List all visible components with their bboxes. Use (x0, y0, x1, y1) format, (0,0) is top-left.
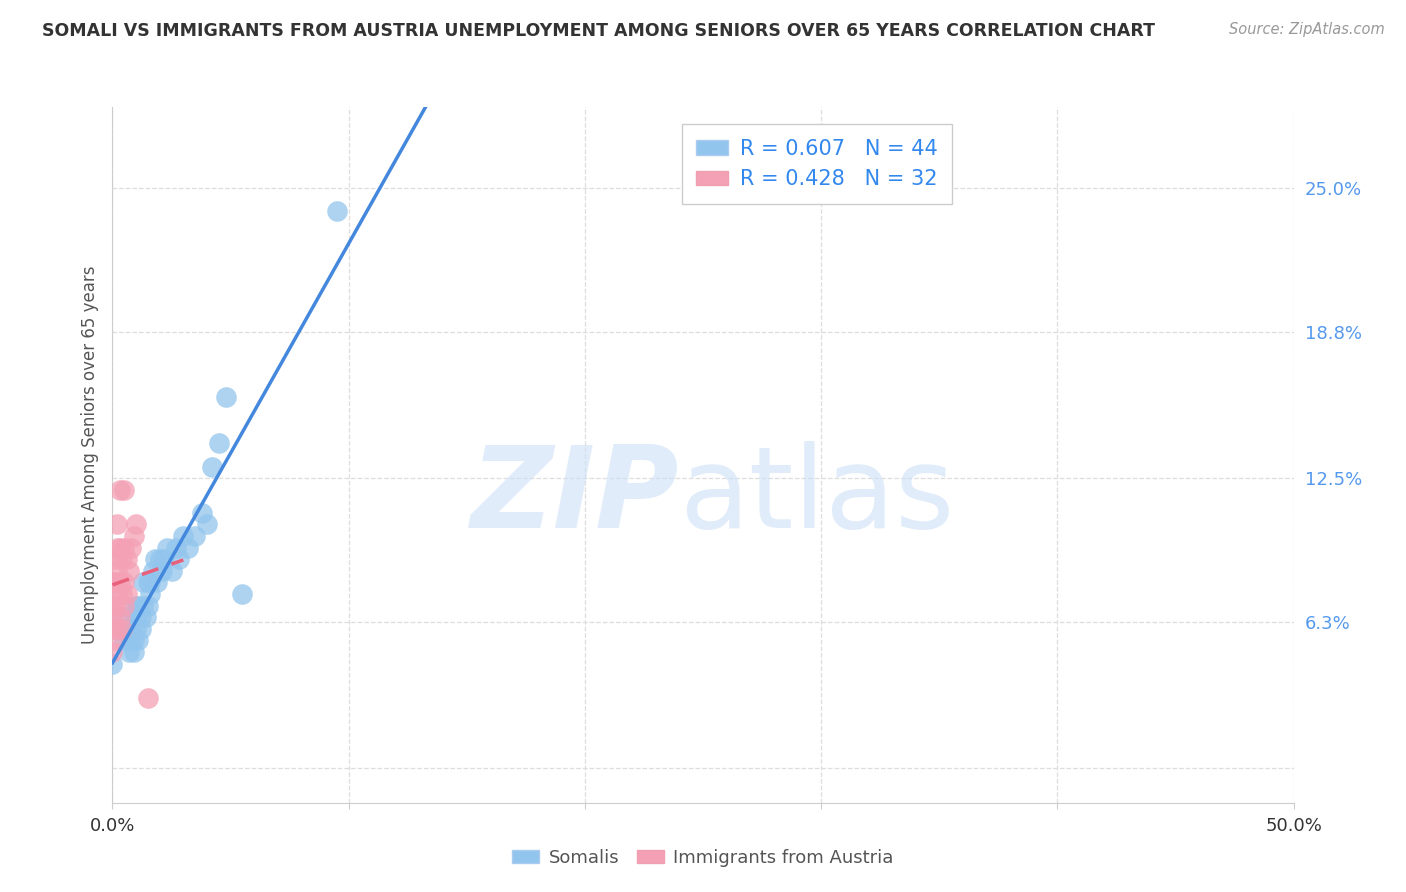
Point (108, 575, 131, 590)
Point (136, 691, 159, 706)
Point (108, 541, 131, 555)
Y-axis label: Unemployment Among Seniors over 65 years: Unemployment Among Seniors over 65 years (80, 266, 98, 644)
Point (120, 622, 142, 636)
Point (104, 599, 127, 613)
Point (112, 483, 135, 497)
Text: atlas: atlas (679, 442, 955, 552)
Point (105, 587, 128, 601)
Point (105, 622, 128, 636)
Point (104, 552, 127, 566)
Point (125, 517, 148, 532)
Legend: Somalis, Immigrants from Austria: Somalis, Immigrants from Austria (505, 842, 901, 874)
Point (105, 564, 128, 578)
Point (112, 610, 135, 624)
Point (104, 575, 127, 590)
Point (139, 575, 162, 590)
Point (112, 622, 135, 636)
Point (118, 645, 141, 659)
Point (153, 552, 176, 566)
Point (142, 564, 165, 578)
Text: SOMALI VS IMMIGRANTS FROM AUSTRIA UNEMPLOYMENT AMONG SENIORS OVER 65 YEARS CORRE: SOMALI VS IMMIGRANTS FROM AUSTRIA UNEMPL… (42, 22, 1156, 40)
Point (112, 541, 135, 555)
Point (108, 610, 131, 624)
Point (115, 552, 138, 566)
Point (177, 541, 200, 555)
Text: ZIP: ZIP (471, 442, 679, 552)
Point (101, 657, 124, 671)
Point (215, 390, 238, 404)
Point (149, 552, 172, 566)
Point (127, 633, 149, 648)
Point (195, 517, 218, 532)
Point (191, 506, 214, 520)
Point (122, 645, 145, 659)
Point (115, 587, 138, 601)
Point (118, 622, 141, 636)
Point (231, 587, 253, 601)
Point (101, 622, 124, 636)
Point (201, 459, 224, 474)
Point (326, 204, 349, 219)
Legend: R = 0.607   N = 44, R = 0.428   N = 32: R = 0.607 N = 44, R = 0.428 N = 32 (682, 124, 952, 204)
Point (132, 575, 155, 590)
Point (105, 517, 128, 532)
Point (129, 610, 152, 624)
Point (132, 599, 155, 613)
Point (111, 587, 134, 601)
Point (112, 575, 135, 590)
Point (165, 541, 187, 555)
Point (111, 622, 134, 636)
Point (127, 599, 149, 613)
Point (118, 564, 141, 578)
Point (135, 610, 157, 624)
Point (122, 633, 145, 648)
Point (139, 587, 162, 601)
Point (101, 599, 124, 613)
Point (129, 622, 152, 636)
Point (150, 564, 173, 578)
Point (125, 610, 148, 624)
Point (105, 541, 128, 555)
Point (125, 599, 148, 613)
Point (111, 552, 134, 566)
Point (143, 552, 166, 566)
Point (184, 529, 207, 543)
Point (160, 564, 183, 578)
Point (112, 633, 135, 648)
Text: Source: ZipAtlas.com: Source: ZipAtlas.com (1229, 22, 1385, 37)
Point (208, 436, 231, 450)
Point (167, 552, 190, 566)
Point (112, 599, 135, 613)
Point (146, 575, 169, 590)
Point (101, 645, 124, 659)
Point (120, 633, 142, 648)
Point (120, 541, 142, 555)
Point (101, 610, 124, 624)
Point (172, 529, 194, 543)
Point (104, 633, 127, 648)
Point (108, 483, 131, 497)
Point (136, 575, 159, 590)
Point (122, 529, 145, 543)
Point (156, 541, 179, 555)
Point (125, 622, 148, 636)
Point (136, 599, 159, 613)
Point (101, 575, 124, 590)
